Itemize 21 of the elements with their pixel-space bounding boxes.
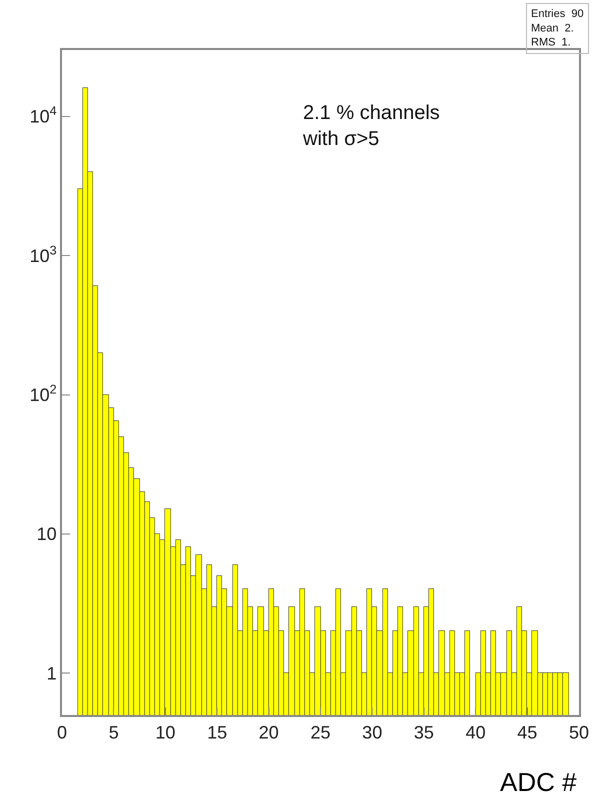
x-axis-title: ADC #	[500, 767, 578, 797]
y-tick-label: 10	[36, 524, 57, 544]
x-tick-label: 15	[207, 722, 228, 742]
annotation: 2.1 % channels with σ>5	[302, 102, 440, 150]
x-tick-label: 20	[258, 722, 279, 742]
y-tick-label: 10$^{4}$	[30, 104, 57, 127]
y-tick-label: 1	[46, 663, 57, 684]
x-tick-label: 5	[108, 722, 119, 742]
x-tick-label: 35	[414, 722, 434, 742]
x-tick-label: 40	[466, 722, 486, 742]
x-tick-label: 25	[310, 722, 331, 742]
x-tick-label: 10	[155, 722, 176, 742]
text: Mean 2.	[531, 22, 574, 34]
x-tick-label: 0	[56, 722, 68, 742]
x-tick-label: 30	[362, 722, 382, 742]
x-tick-label: 45	[517, 722, 538, 742]
x-tick-label: 50	[568, 722, 590, 742]
y-tick-label: 10$^{2}$	[30, 382, 57, 406]
text: RMS 1.	[531, 36, 571, 49]
y-tick-label: 10$^{3}$	[30, 243, 57, 266]
text: Entries 90	[531, 8, 584, 20]
